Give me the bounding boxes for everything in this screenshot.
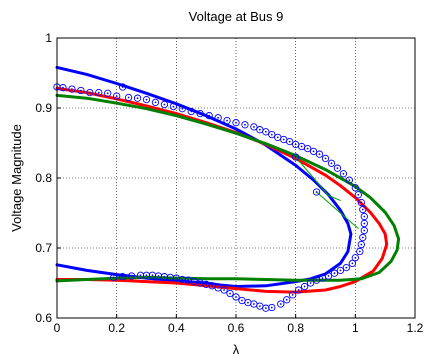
data-marker	[312, 276, 321, 284]
x-tick-label: 0.8	[287, 321, 304, 335]
data-marker	[124, 93, 133, 102]
data-marker	[360, 212, 368, 221]
data-marker	[241, 121, 249, 129]
data-marker	[345, 176, 354, 184]
data-marker	[309, 147, 318, 156]
data-marker	[321, 154, 330, 163]
data-marker	[250, 123, 258, 131]
x-tick-label: 0.2	[108, 321, 125, 335]
data-marker	[223, 116, 231, 125]
data-marker	[133, 94, 142, 102]
connector-line-4	[295, 156, 341, 201]
x-tick-label: 1	[352, 321, 359, 335]
y-tick-label: 1	[45, 31, 52, 45]
data-marker	[283, 296, 291, 304]
data-marker	[339, 170, 348, 178]
data-marker	[360, 226, 368, 235]
data-marker	[348, 259, 356, 268]
data-marker	[232, 119, 240, 127]
x-tick-label: 0.6	[228, 321, 245, 335]
data-marker	[205, 112, 213, 120]
data-marker	[77, 86, 85, 95]
data-marker	[336, 266, 345, 275]
data-marker	[357, 198, 365, 207]
x-tick-label: 0	[54, 321, 61, 335]
x-tick-label: 1.2	[407, 321, 424, 335]
data-marker	[262, 128, 270, 136]
data-marker	[160, 100, 169, 109]
y-tick-label: 0.8	[35, 171, 52, 185]
data-marker	[104, 89, 112, 97]
data-marker	[306, 279, 315, 287]
data-marker	[232, 293, 240, 301]
data-marker	[118, 83, 127, 91]
data-marker	[333, 164, 342, 172]
data-marker	[118, 273, 127, 281]
data-marker	[342, 263, 351, 272]
data-marker	[68, 85, 76, 93]
data-marker	[127, 272, 136, 280]
tick-layer: 0 0.2 0.4 0.6 0.8 1 1.2 0.6 0.7 0.8 0.9 1	[35, 31, 423, 335]
marker-layer	[53, 83, 368, 312]
data-marker	[142, 95, 151, 104]
data-marker	[312, 188, 321, 196]
data-marker	[292, 153, 300, 161]
data-marker	[294, 286, 303, 294]
data-marker	[187, 107, 195, 116]
data-marker	[277, 300, 285, 308]
data-marker	[356, 247, 364, 256]
data-marker	[178, 105, 186, 113]
data-marker	[303, 144, 312, 153]
data-marker	[238, 296, 246, 305]
data-marker	[360, 219, 368, 228]
data-marker	[113, 92, 121, 100]
data-marker	[289, 291, 297, 299]
data-marker	[300, 282, 309, 291]
x-tick-label: 0.4	[168, 321, 185, 335]
data-marker	[214, 114, 222, 122]
data-marker	[357, 240, 365, 249]
data-marker	[196, 109, 204, 118]
data-marker	[330, 269, 339, 277]
data-marker	[86, 88, 94, 97]
data-marker	[359, 205, 367, 214]
data-marker	[268, 130, 276, 139]
data-marker	[351, 254, 359, 262]
data-marker	[226, 289, 234, 298]
connector-line-5	[316, 191, 359, 229]
series-line-3	[55, 93, 401, 283]
data-marker	[59, 84, 67, 92]
data-marker	[315, 150, 324, 158]
data-marker	[110, 273, 118, 282]
data-marker	[351, 184, 359, 192]
y-tick-label: 0.9	[35, 101, 52, 115]
data-marker	[327, 159, 336, 167]
chart-title: Voltage at Bus 9	[189, 9, 284, 24]
data-marker	[136, 271, 145, 279]
data-marker	[95, 88, 103, 97]
data-marker	[151, 98, 160, 107]
data-marker	[359, 233, 367, 242]
y-tick-label: 0.7	[35, 241, 52, 255]
data-marker	[354, 191, 362, 199]
y-tick-label: 0.6	[35, 311, 52, 325]
x-axis-label: λ	[233, 342, 240, 356]
data-marker	[169, 102, 178, 111]
data-marker	[286, 137, 294, 146]
y-axis-label: Voltage Magnitude	[9, 124, 24, 232]
